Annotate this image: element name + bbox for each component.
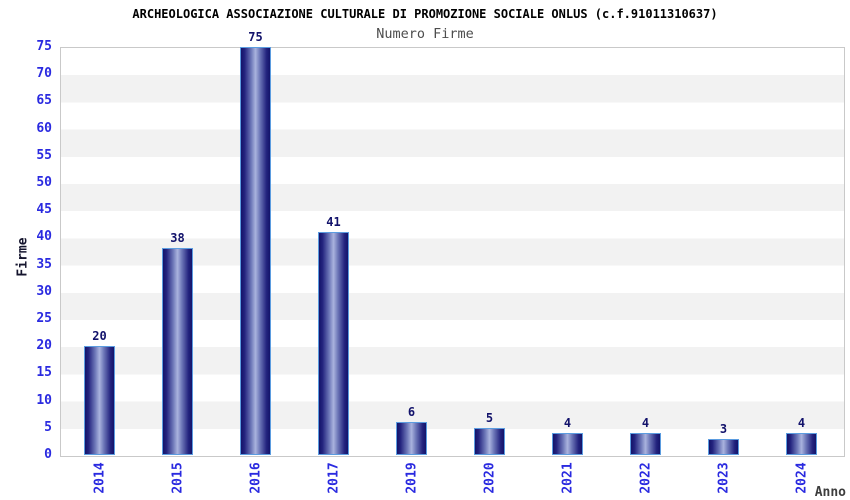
bar-value-label: 41 <box>326 214 341 229</box>
x-tick-label: 2020 <box>482 462 497 494</box>
bar-2020 <box>474 427 505 455</box>
bar-value-label: 20 <box>92 329 107 344</box>
bar-value-label: 4 <box>641 416 650 431</box>
bar-2015 <box>162 248 193 455</box>
bar-value-label: 5 <box>485 410 494 425</box>
bar-value-label: 4 <box>563 416 572 431</box>
y-tick-label: 55 <box>36 147 52 163</box>
y-tick-label: 0 <box>44 447 52 462</box>
y-tick-label: 60 <box>36 120 52 136</box>
y-axis-title: Firme <box>15 237 31 277</box>
y-tick-label: 5 <box>44 419 52 435</box>
x-tick-label: 2014 <box>92 462 107 494</box>
bar-2024 <box>786 433 817 455</box>
bar-value-label: 38 <box>170 231 185 246</box>
y-tick-label: 50 <box>36 175 52 190</box>
bar-2022 <box>630 433 661 455</box>
bar-2023 <box>708 438 739 455</box>
bar-value-label: 75 <box>248 30 263 44</box>
x-tick-label: 2015 <box>170 462 185 494</box>
bar-2021 <box>552 433 583 455</box>
y-tick-label: 35 <box>36 256 52 272</box>
x-tick-label: 2023 <box>716 462 731 494</box>
x-tick-label: 2017 <box>326 462 341 494</box>
x-tick-label: 2021 <box>560 462 575 494</box>
bar-value-label: 3 <box>719 421 728 436</box>
x-tick-label: 2024 <box>794 462 809 494</box>
chart-subtitle: Numero Firme <box>376 26 474 42</box>
x-tick-label: 2019 <box>404 462 419 494</box>
bar-value-label: 6 <box>407 405 416 420</box>
bar-2016 <box>240 47 271 455</box>
y-tick-label: 40 <box>36 229 52 245</box>
chart-title: ARCHEOLOGICA ASSOCIAZIONE CULTURALE DI P… <box>132 7 718 21</box>
y-tick-label: 10 <box>36 392 52 408</box>
bar-value-label: 4 <box>797 416 806 431</box>
bar-2017 <box>318 231 349 455</box>
bar-2014 <box>84 346 115 455</box>
y-tick-label: 20 <box>36 338 52 354</box>
x-tick-label: 2016 <box>248 462 263 494</box>
y-tick-label: 65 <box>36 93 52 109</box>
y-tick-label: 15 <box>36 365 52 381</box>
y-tick-label: 30 <box>36 283 52 299</box>
y-tick-label: 70 <box>36 66 52 82</box>
bar-2019 <box>396 422 427 455</box>
x-tick-label: 2022 <box>638 462 653 494</box>
y-tick-label: 45 <box>36 202 52 218</box>
x-axis-title: Anno <box>814 485 846 500</box>
y-tick-label: 25 <box>36 311 52 326</box>
y-tick-label: 75 <box>36 39 52 54</box>
